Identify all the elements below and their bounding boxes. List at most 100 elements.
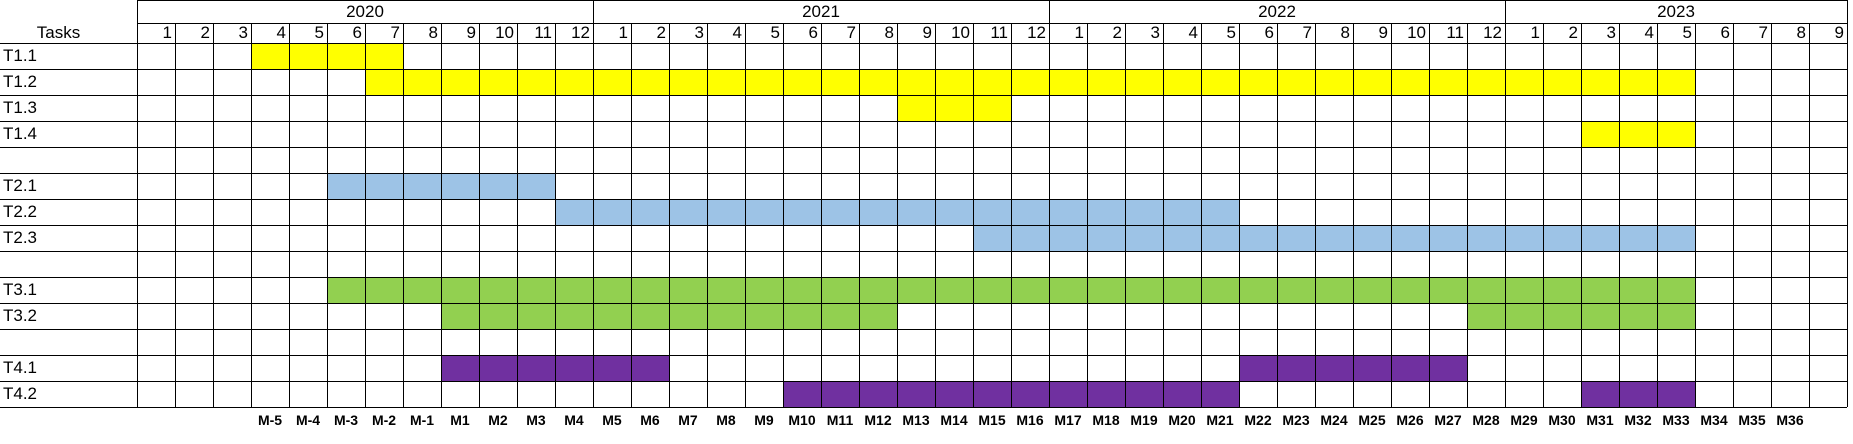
task-bar-cell [821,303,859,329]
month-number: 9 [1834,23,1844,42]
task-bar-cell [821,199,859,225]
task-bar-cell [1011,225,1049,251]
task-bar-cell [1505,225,1543,251]
task-bar-cell [973,277,1011,303]
task-bar-cell [745,199,783,225]
month-column-border [1201,23,1202,407]
month-number: 1 [618,23,628,42]
month-column-border [1315,23,1316,407]
task-bar-cell [1505,277,1543,303]
project-month-label: M-3 [333,412,359,428]
month-number: 3 [1606,23,1616,42]
task-bar-cell [745,69,783,95]
task-bar-cell [1467,303,1505,329]
task-bar-cell [1239,355,1277,381]
task-bar-cell [1429,225,1467,251]
month-column-border [403,23,404,407]
task-bar-cell [935,69,973,95]
project-month-label: M24 [1320,412,1348,428]
project-month-label: M30 [1548,412,1576,428]
task-bar-cell [441,173,479,199]
task-bar-cell [1657,381,1695,407]
row-border [0,95,1847,96]
task-bar-cell [783,303,821,329]
row-border [0,225,1847,226]
task-bar-cell [517,277,555,303]
project-month-label: M11 [826,412,854,428]
task-label: T4.1 [3,358,38,377]
month-number: 7 [1302,23,1312,42]
month-number: 7 [1758,23,1768,42]
task-bar-cell [859,303,897,329]
row-border [0,69,1847,70]
task-bar-cell [1315,277,1353,303]
month-column-border [1049,23,1050,407]
task-bar-cell [479,355,517,381]
task-bar-cell [897,381,935,407]
task-bar-cell [1619,225,1657,251]
task-bar-cell [1429,69,1467,95]
task-bar-cell [859,199,897,225]
task-bar-cell [1201,277,1239,303]
project-month-label: M18 [1092,412,1120,428]
month-number: 4 [1188,23,1198,42]
task-label: T3.1 [3,280,38,299]
project-month-label: M16 [1016,412,1044,428]
task-bar-cell [707,303,745,329]
project-month-label: M25 [1358,412,1386,428]
project-month-label: M23 [1282,412,1310,428]
task-bar-cell [365,277,403,303]
task-label: T1.1 [3,46,38,65]
task-bar-cell [555,277,593,303]
month-number: 2 [1568,23,1578,42]
year-separator [593,0,594,23]
month-number: 7 [846,23,856,42]
month-number: 1 [162,23,172,42]
month-number: 3 [1150,23,1160,42]
task-label: T2.2 [3,202,38,221]
task-label: T1.2 [3,72,38,91]
month-column-border [251,23,252,407]
task-bar-cell [897,95,935,121]
month-number: 10 [951,23,970,42]
row-border [0,199,1847,200]
task-bar-cell [327,277,365,303]
month-number: 8 [1796,23,1806,42]
task-bar-cell [935,277,973,303]
task-bar-cell [1543,225,1581,251]
task-bar-cell [1201,199,1239,225]
month-column-border [213,23,214,407]
month-column-border [479,23,480,407]
task-bar-cell [821,277,859,303]
row-border [0,381,1847,382]
task-bar-cell [517,355,555,381]
month-column-border [175,23,176,407]
month-number: 2 [656,23,666,42]
task-bar-cell [403,277,441,303]
task-bar-cell [327,173,365,199]
project-month-label: M15 [978,412,1006,428]
task-bar-cell [821,381,859,407]
task-bar-cell [365,43,403,69]
task-bar-cell [1581,121,1619,147]
task-bar-cell [707,277,745,303]
month-number: 2 [1112,23,1122,42]
month-number: 1 [1074,23,1084,42]
month-number: 8 [1340,23,1350,42]
task-bar-cell [1125,225,1163,251]
task-bar-cell [1657,69,1695,95]
row-border [0,251,1847,252]
project-month-label: M4 [564,412,584,428]
project-month-label: M10 [788,412,816,428]
task-bar-cell [1049,225,1087,251]
month-column-border [1087,23,1088,407]
task-bar-cell [1277,355,1315,381]
task-bar-cell [403,173,441,199]
task-bar-cell [1581,303,1619,329]
month-column-border [517,23,518,407]
task-bar-cell [973,199,1011,225]
task-bar-cell [859,381,897,407]
task-bar-cell [1163,199,1201,225]
task-bar-cell [859,277,897,303]
project-month-label: M20 [1168,412,1196,428]
